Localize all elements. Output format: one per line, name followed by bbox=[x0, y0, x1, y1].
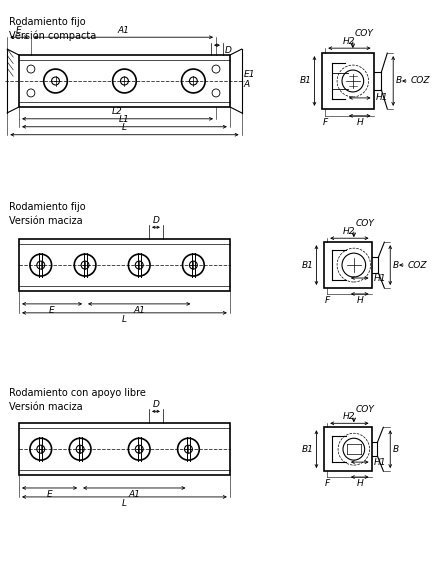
Text: A1: A1 bbox=[128, 491, 140, 500]
Text: A1: A1 bbox=[133, 306, 145, 315]
Text: B: B bbox=[395, 77, 402, 86]
Text: F: F bbox=[323, 118, 328, 127]
Text: H2: H2 bbox=[343, 227, 356, 236]
Text: F: F bbox=[325, 296, 330, 305]
Text: H: H bbox=[356, 479, 363, 488]
Text: B: B bbox=[393, 261, 399, 270]
Text: B1: B1 bbox=[302, 444, 314, 453]
Text: H1: H1 bbox=[375, 94, 388, 103]
Text: H1: H1 bbox=[374, 457, 386, 466]
Text: A1: A1 bbox=[118, 26, 129, 35]
Text: COY: COY bbox=[356, 406, 375, 415]
Text: E: E bbox=[16, 26, 22, 35]
Text: E: E bbox=[47, 491, 52, 500]
Text: L: L bbox=[122, 315, 127, 324]
Text: D: D bbox=[153, 400, 160, 409]
Text: B1: B1 bbox=[300, 77, 312, 86]
Text: D: D bbox=[225, 46, 232, 55]
Text: COZ: COZ bbox=[411, 77, 430, 86]
Text: Rodamiento fijo
Versión compacta: Rodamiento fijo Versión compacta bbox=[9, 17, 96, 41]
Text: COY: COY bbox=[356, 219, 375, 228]
Text: Rodamiento fijo
Versión maciza: Rodamiento fijo Versión maciza bbox=[9, 202, 86, 226]
Text: L: L bbox=[122, 124, 127, 132]
Text: E1: E1 bbox=[244, 70, 255, 79]
Text: COY: COY bbox=[355, 29, 374, 38]
Text: F: F bbox=[325, 479, 330, 488]
Text: B: B bbox=[393, 444, 399, 453]
Text: Rodamiento con apoyo libre
Versión maciza: Rodamiento con apoyo libre Versión maciz… bbox=[9, 389, 146, 412]
Text: COZ: COZ bbox=[408, 261, 427, 270]
Text: H: H bbox=[356, 118, 363, 127]
Text: H2: H2 bbox=[343, 412, 356, 421]
Text: D: D bbox=[153, 216, 160, 225]
Text: E: E bbox=[49, 306, 55, 315]
Text: L2: L2 bbox=[112, 107, 123, 116]
Text: H: H bbox=[356, 296, 363, 305]
Text: B1: B1 bbox=[302, 261, 314, 270]
Text: H1: H1 bbox=[374, 274, 386, 283]
Text: H2: H2 bbox=[343, 37, 356, 46]
Text: L: L bbox=[122, 500, 127, 508]
Text: A: A bbox=[244, 80, 250, 89]
Text: L1: L1 bbox=[119, 115, 130, 124]
